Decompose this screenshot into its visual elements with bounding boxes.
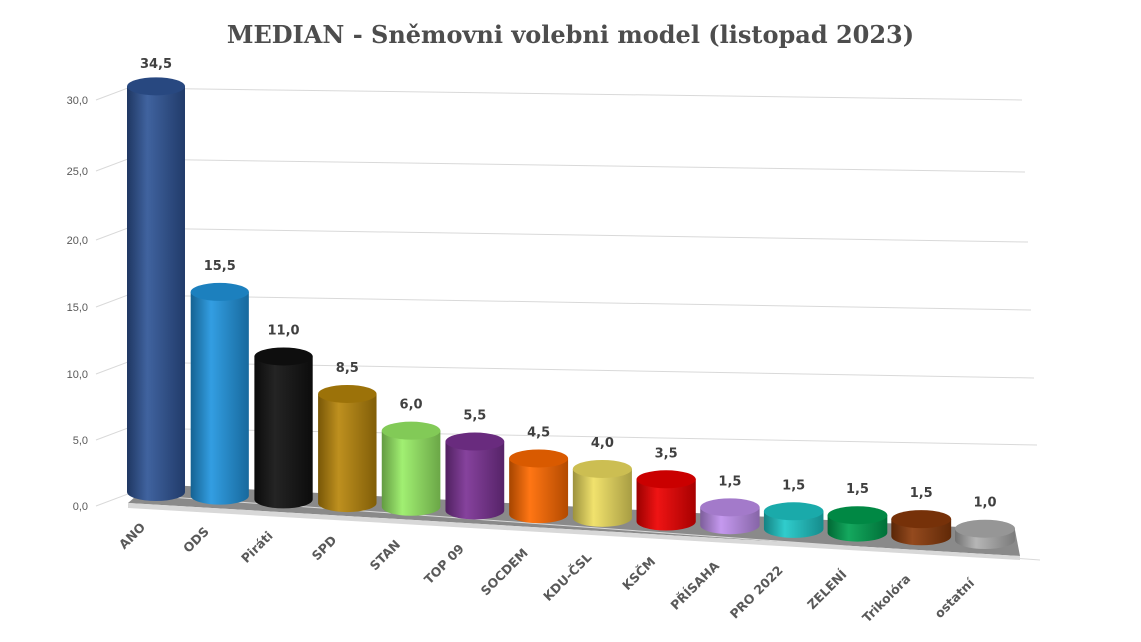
bar-top-09 <box>445 432 505 520</box>
data-label: 11,0 <box>267 323 299 338</box>
category-label: PRO 2022 <box>727 562 786 621</box>
y-axis-ticks: 0,0 5,0 10,0 15,0 20,0 25,0 30,0 <box>67 95 88 513</box>
category-label: KSČM <box>619 554 658 593</box>
chart-title: MEDIAN - Sněmovni volebni model (listopa… <box>226 20 915 49</box>
category-label: SOCDEM <box>478 545 531 598</box>
category-label: TOP 09 <box>421 541 467 587</box>
bar-socdem <box>509 449 569 524</box>
data-label: 4,0 <box>591 436 614 451</box>
data-label: 5,5 <box>463 409 486 424</box>
bar-stan <box>381 421 441 516</box>
bars <box>127 77 1015 549</box>
bar-kdu-čsl <box>572 459 632 527</box>
bar-přísaha <box>700 498 760 535</box>
y-tick-label: 25,0 <box>67 166 88 178</box>
data-label: 15,5 <box>204 259 236 274</box>
bar-piráti <box>254 347 313 509</box>
data-label: 1,5 <box>910 486 933 501</box>
data-label: 3,5 <box>655 446 678 461</box>
category-label: ostatní <box>931 575 977 621</box>
bar-trikolóra <box>891 510 952 546</box>
bar-ano <box>127 77 185 501</box>
data-label: 8,5 <box>336 361 359 376</box>
data-labels: 34,5 15,5 11,0 8,5 6,0 5,5 4,5 4,0 3,5 1,5 1,5 1,5 1… <box>140 57 997 511</box>
category-label: KDU-ČSL <box>540 550 594 604</box>
bar-ods <box>190 282 249 505</box>
y-tick-label: 5,0 <box>73 435 88 447</box>
data-label: 1,0 <box>973 496 996 511</box>
category-label: Piráti <box>238 528 276 566</box>
category-label: PŘÍSAHA <box>667 558 722 613</box>
bar-ostatní <box>955 519 1015 549</box>
data-label: 1,5 <box>782 478 805 493</box>
category-label: Trikolóra <box>859 571 913 625</box>
y-tick-label: 20,0 <box>67 235 88 247</box>
y-tick-label: 30,0 <box>67 95 88 107</box>
data-label: 6,0 <box>400 398 423 413</box>
y-tick-label: 0,0 <box>73 501 88 513</box>
bar-spd <box>318 384 377 513</box>
category-label: STAN <box>367 537 404 574</box>
y-tick-label: 15,0 <box>67 302 88 314</box>
data-label: 1,5 <box>846 482 869 497</box>
bar-zelení <box>827 506 888 542</box>
data-label: 1,5 <box>718 474 741 489</box>
category-label: ODS <box>180 524 212 556</box>
category-label: ZELENÍ <box>804 566 850 612</box>
category-label: ANO <box>116 520 148 552</box>
data-label: 4,5 <box>527 425 550 440</box>
bar-pro-2022 <box>763 502 824 538</box>
category-label: SPD <box>309 532 340 563</box>
bar-ksčm <box>636 470 696 531</box>
y-tick-label: 10,0 <box>67 369 88 381</box>
data-label: 34,5 <box>140 57 172 72</box>
